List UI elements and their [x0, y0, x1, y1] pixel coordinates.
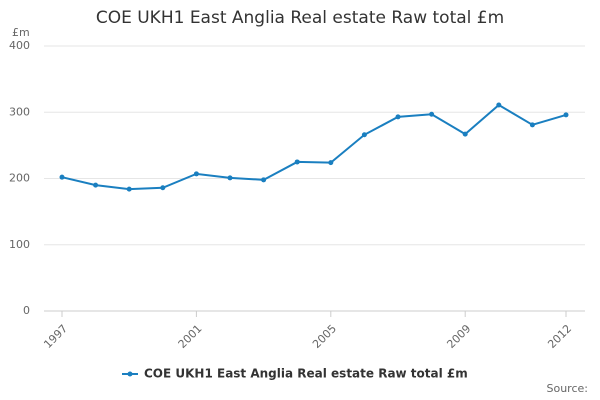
y-tick-label: 100 — [9, 238, 30, 251]
y-tick-label: 200 — [9, 172, 30, 185]
x-tick-label: 2001 — [176, 322, 205, 351]
y-axis-label: £m — [12, 26, 30, 39]
x-tick-label: 2012 — [545, 322, 574, 351]
chart-title: COE UKH1 East Anglia Real estate Raw tot… — [96, 8, 504, 28]
y-tick-label: 0 — [23, 304, 30, 317]
point — [429, 111, 435, 117]
point — [563, 112, 569, 118]
point — [361, 132, 367, 138]
point — [93, 182, 99, 188]
point — [160, 185, 166, 191]
x-tick-label: 1997 — [41, 322, 70, 351]
line — [61, 103, 567, 191]
point — [227, 175, 233, 181]
point — [59, 174, 65, 180]
point — [496, 102, 502, 108]
point — [395, 114, 401, 120]
point — [462, 131, 468, 137]
y-tick-label: 400 — [9, 39, 30, 52]
point — [328, 160, 334, 166]
x-tick-label: 2009 — [444, 322, 473, 351]
point — [261, 177, 267, 183]
legend-label: COE UKH1 East Anglia Real estate Raw tot… — [144, 367, 468, 381]
point — [193, 171, 199, 177]
point — [126, 186, 132, 192]
source: Source: — [547, 382, 589, 395]
legend-marker — [127, 371, 133, 377]
point — [529, 122, 535, 128]
point — [294, 159, 300, 165]
y-tick-label: 300 — [9, 105, 30, 118]
x-tick-label: 2005 — [310, 322, 339, 351]
